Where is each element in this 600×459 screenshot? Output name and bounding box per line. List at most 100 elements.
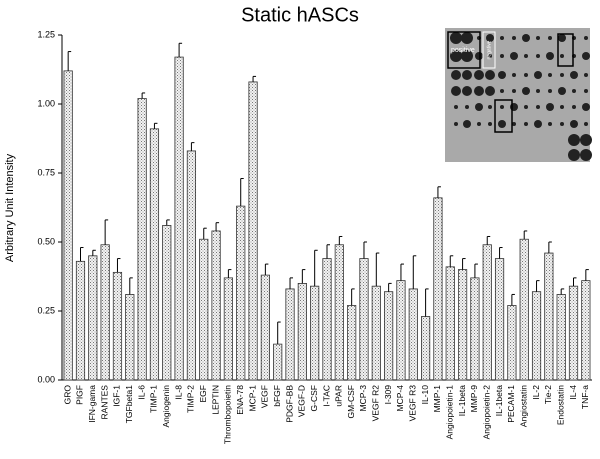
inset-spot [546,103,554,111]
inset-spot [522,34,530,42]
inset-spot [450,50,462,62]
inset-spot [512,73,516,77]
inset-spot [568,134,580,146]
x-tick-label: I-TAC [321,385,331,407]
x-tick-label: IL-4 [568,385,578,400]
inset-spot [485,86,495,96]
bar [556,294,566,381]
inset-spot [475,52,483,60]
inset-spot [558,87,566,95]
bar [359,258,369,381]
x-tick-label: IL-2 [531,385,541,400]
inset-box [494,99,513,133]
inset-spot [524,105,528,109]
inset-spot [560,54,564,58]
bar [396,280,406,381]
inset-spot [558,34,566,42]
x-tick-label: LEPTIN [210,385,220,415]
bar [310,285,320,381]
inset-spot [510,52,518,60]
x-tick-label: Angiogenin [161,385,171,428]
inset-spot [475,103,483,111]
bar [162,225,172,381]
x-tick-label: IFN-gama [87,385,97,423]
x-tick-label: RANTES [99,385,109,420]
bar [248,81,258,381]
inset-spot [463,120,471,128]
x-tick-label: PIGF [75,385,85,405]
inset-spot [560,105,564,109]
bar [568,285,579,381]
inset-spot [546,52,554,60]
inset-spot [572,105,576,109]
x-tick-label: VEGF [260,385,270,408]
inset-spot [568,149,580,161]
inset-box [482,31,496,69]
inset-spot [485,70,495,80]
inset-spot [580,134,592,146]
inset-spot [548,73,552,77]
bar [223,277,233,381]
bar [457,269,468,381]
x-tick-label: VEGF-D [297,385,307,417]
x-tick-label: VEGF R2 [371,385,381,422]
x-tick-label: MMP-9 [469,385,479,413]
inset-spot [534,71,542,79]
bar [297,282,307,381]
bar [544,252,554,381]
x-tick-label: MMP-1 [432,385,442,413]
bar [186,150,197,381]
inset-spot [510,103,518,111]
inset-spot [548,36,552,40]
inset-spot [584,122,588,126]
y-axis-label: Arbitrary Unit Intensity [4,153,16,262]
x-tick-label: MCP-1 [247,385,257,412]
y-tick-label: 0.00 [37,374,55,384]
bar [273,343,283,381]
inset-spot [548,89,552,93]
x-tick-label: Tie-2 [543,385,553,404]
inset-box [557,33,574,67]
inset-spot [451,70,461,80]
inset-spot [536,89,540,93]
inset-spot [488,105,492,109]
inset-spot [461,50,473,62]
chart-title: Static hASCs [241,4,359,26]
inset-spot [534,120,542,128]
bar [507,305,517,381]
x-tick-label: PECAM-1 [506,385,516,423]
x-tick-label: VEGF R3 [408,385,418,422]
inset-spot [450,32,462,44]
inset-spot [572,89,576,93]
bar [149,128,160,381]
inset-spot [536,54,540,58]
inset-spot [500,105,504,109]
bar [581,280,591,381]
inset-spot [580,149,592,161]
x-tick-label: I-309 [383,385,393,405]
inset-spot [560,122,564,126]
bar [322,258,332,381]
inset-spot [584,89,588,93]
inset-spot [536,36,540,40]
bar [445,266,455,381]
bar [88,255,98,381]
inset-image: positive negative [445,28,592,162]
bar [408,288,418,381]
inset-spot [488,54,492,58]
x-tick-label: TIMP-2 [186,385,196,413]
inset-spot [536,105,540,109]
x-tick-label: IL-1beta [494,385,504,416]
inset-spot [522,87,530,95]
x-tick-label: IL-6 [136,385,146,400]
inset-spot [462,86,472,96]
inset-spot [582,103,590,111]
x-tick-label: TIMP-1 [149,385,159,413]
bar [260,274,270,381]
x-tick-label: G-CSF [309,385,319,411]
x-tick-label: EGF [198,385,208,402]
inset-box [447,31,481,69]
inset-spot [461,32,473,44]
bar [137,98,147,381]
x-tick-label: GRO [62,385,72,405]
